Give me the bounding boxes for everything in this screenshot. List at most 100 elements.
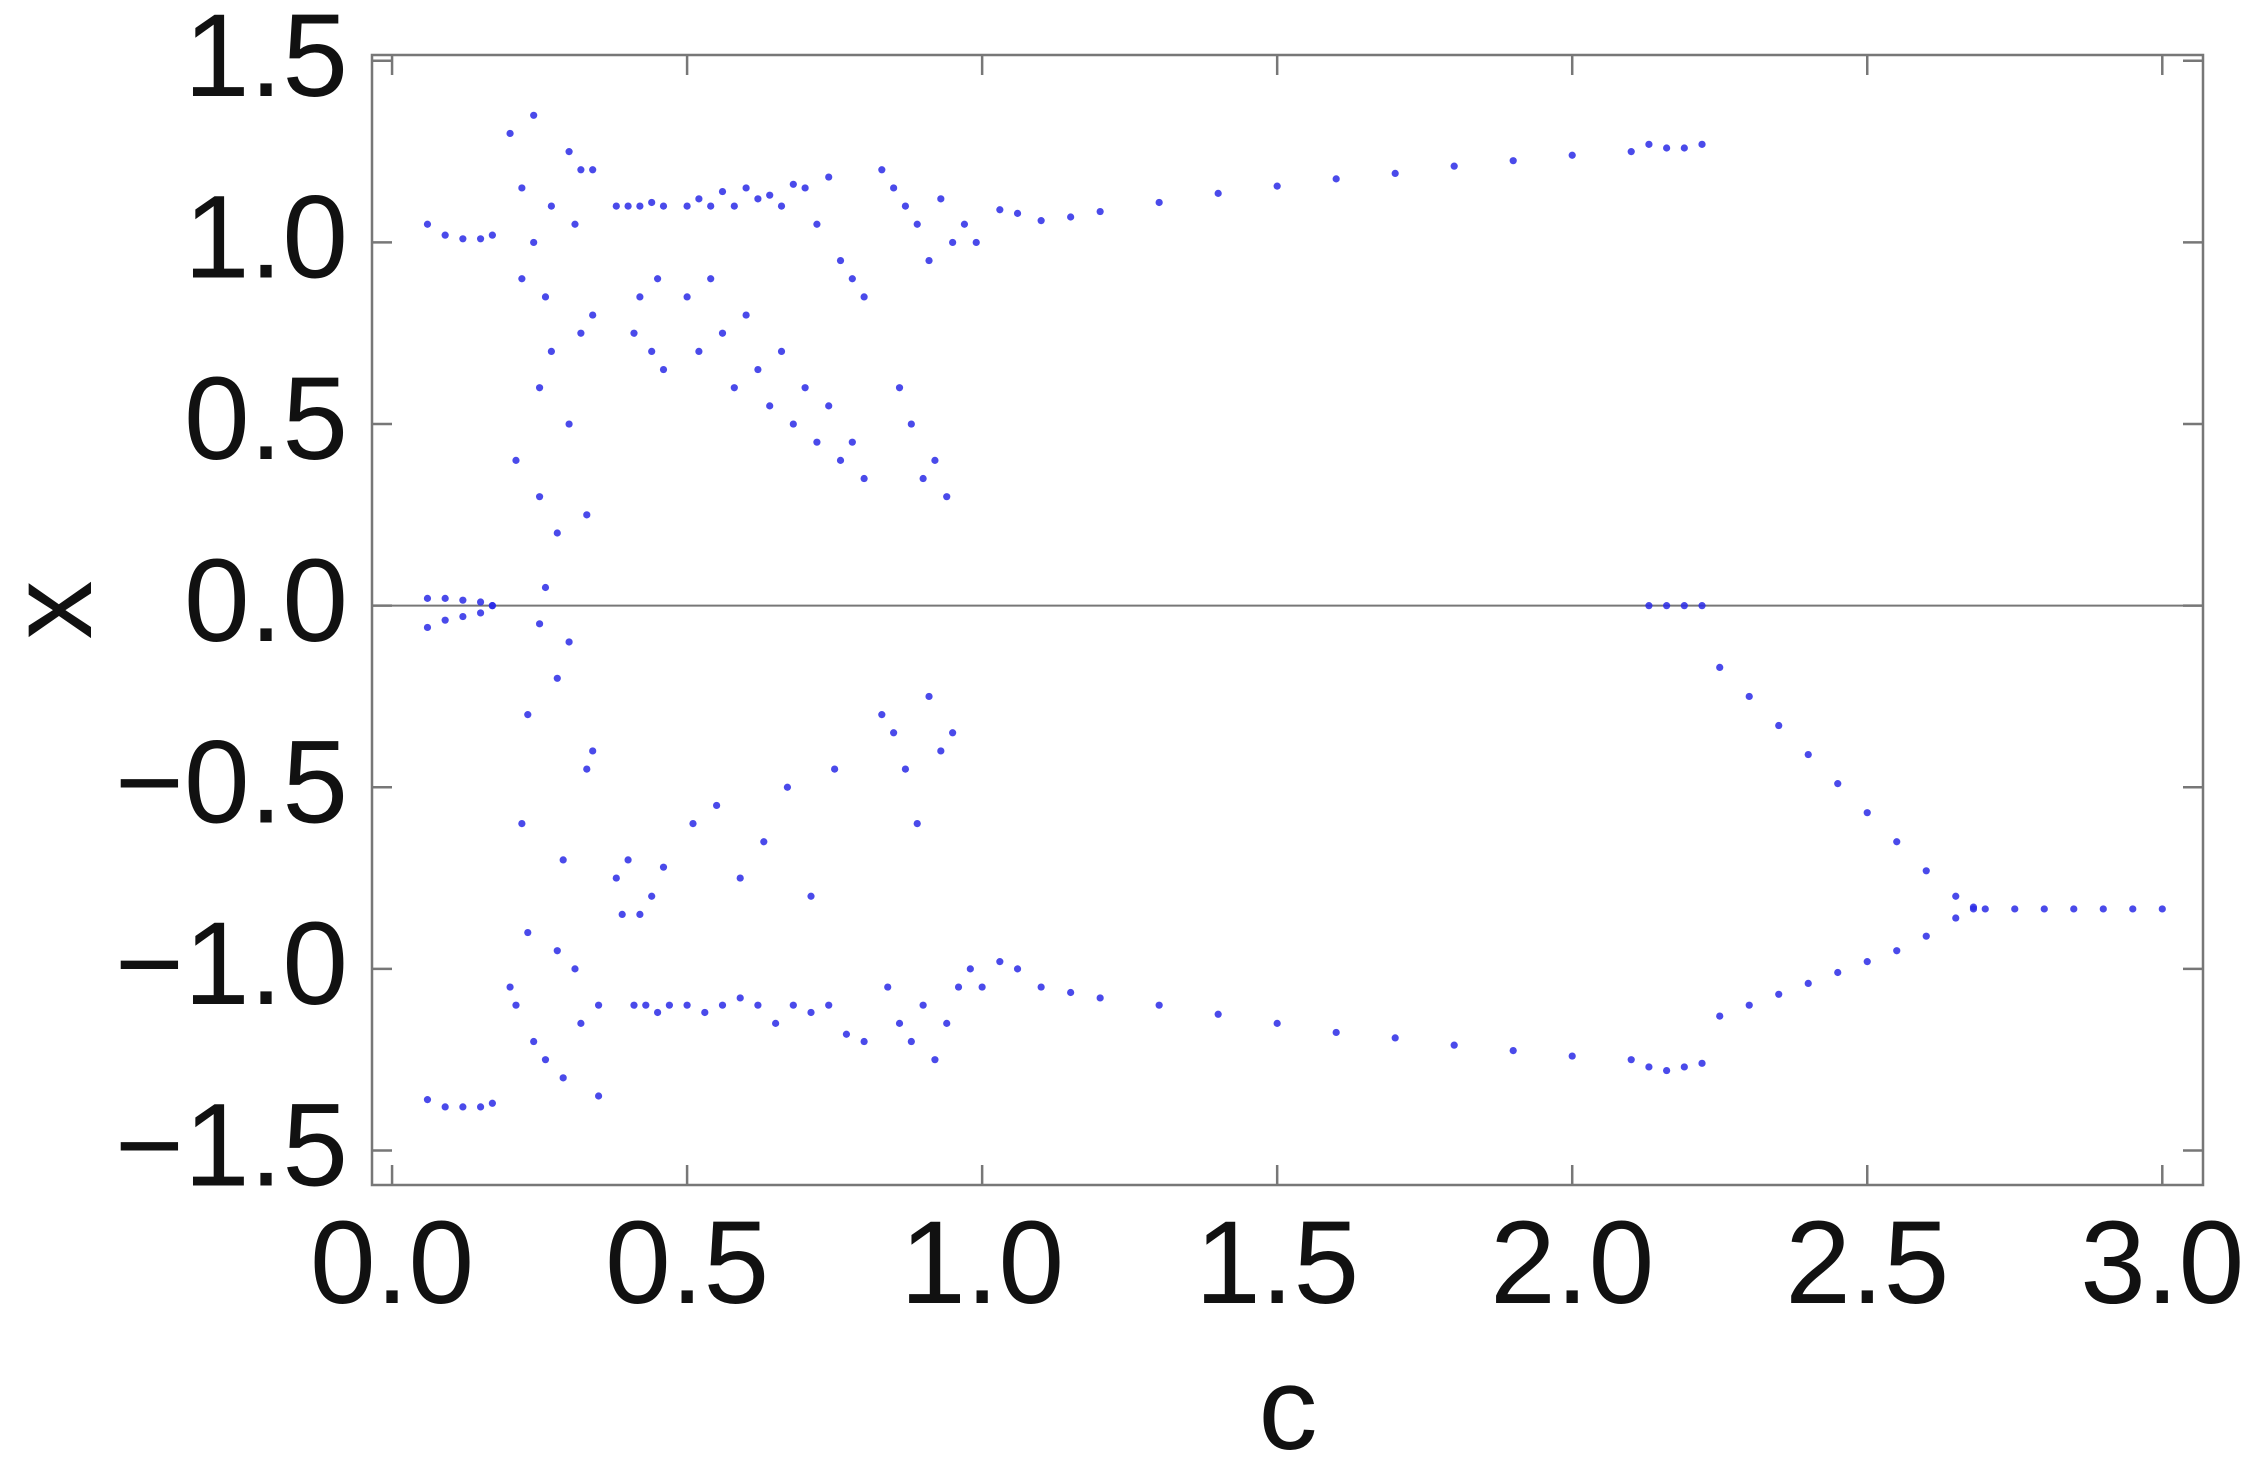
point — [1037, 983, 1045, 991]
point — [518, 275, 526, 283]
point — [1568, 151, 1576, 159]
point — [754, 1001, 762, 1009]
point — [742, 311, 750, 319]
x-tick-label: 1.0 — [900, 1197, 1064, 1329]
point — [878, 166, 886, 174]
point — [1096, 994, 1104, 1002]
point — [831, 765, 839, 773]
point — [730, 384, 738, 392]
point — [648, 198, 656, 207]
point — [1804, 979, 1812, 988]
point — [931, 1056, 939, 1064]
point — [777, 347, 786, 355]
point — [807, 1008, 815, 1017]
point — [960, 220, 969, 228]
point — [925, 256, 933, 265]
point — [1981, 905, 1989, 913]
point — [1332, 175, 1340, 183]
point — [925, 692, 933, 701]
point — [518, 819, 526, 828]
point — [518, 184, 526, 192]
point — [1663, 602, 1671, 610]
point — [890, 729, 898, 737]
point — [506, 983, 514, 991]
point — [541, 583, 550, 592]
point — [783, 783, 792, 791]
point — [1775, 721, 1783, 730]
point — [541, 293, 550, 301]
x-tick-label: 2.5 — [1785, 1197, 1949, 1329]
point — [949, 238, 957, 247]
point — [1893, 947, 1901, 955]
point — [553, 947, 561, 955]
point — [695, 347, 703, 355]
point — [1509, 157, 1517, 165]
point — [583, 765, 591, 773]
point — [512, 456, 520, 464]
point — [618, 910, 626, 918]
point — [1013, 209, 1022, 217]
point — [441, 231, 449, 239]
point — [476, 235, 485, 243]
point — [2158, 905, 2166, 913]
y-tick-label: 0.5 — [184, 353, 348, 485]
point — [612, 202, 620, 210]
point — [1745, 1001, 1753, 1009]
y-tick-label: 1.5 — [184, 0, 348, 122]
point — [695, 195, 703, 203]
point — [577, 1019, 585, 1027]
y-tick-label: 1.0 — [184, 172, 348, 304]
point — [913, 819, 921, 828]
point — [565, 148, 573, 156]
point — [848, 275, 856, 283]
point — [1627, 1056, 1635, 1064]
point — [1969, 905, 1978, 913]
point — [718, 329, 727, 337]
point — [476, 609, 485, 617]
point — [488, 231, 496, 239]
point — [530, 238, 538, 247]
point — [996, 958, 1004, 966]
point — [718, 187, 727, 196]
point — [1067, 213, 1075, 221]
point — [1680, 602, 1688, 610]
point — [707, 275, 715, 283]
point — [1663, 144, 1671, 152]
point — [553, 674, 561, 682]
point — [713, 801, 721, 810]
point — [766, 191, 774, 199]
x-tick-label: 3.0 — [2080, 1197, 2244, 1329]
point — [1680, 1063, 1688, 1071]
point — [1645, 602, 1653, 610]
point — [1155, 1001, 1163, 1009]
point — [836, 256, 845, 265]
point — [1834, 968, 1842, 977]
point — [1893, 838, 1901, 846]
point — [1568, 1052, 1576, 1060]
point — [1067, 988, 1075, 997]
point — [589, 747, 597, 755]
point — [476, 598, 485, 606]
point — [636, 910, 644, 918]
point — [624, 202, 632, 210]
point — [648, 347, 656, 355]
point — [943, 493, 951, 501]
point — [901, 202, 910, 210]
point — [2129, 905, 2137, 913]
point — [931, 456, 939, 464]
point — [842, 1030, 851, 1038]
point — [423, 1096, 432, 1104]
point — [589, 166, 597, 174]
point — [943, 1019, 951, 1027]
point — [754, 365, 762, 374]
point — [907, 1037, 915, 1046]
x-tick-label: 0.0 — [310, 1197, 474, 1329]
x-tick-label: 1.5 — [1195, 1197, 1359, 1329]
point — [907, 420, 915, 428]
point — [1663, 1066, 1671, 1075]
point — [1698, 140, 1706, 148]
y-tick-label: −1.0 — [115, 898, 348, 1030]
point — [506, 129, 514, 138]
point — [594, 1001, 603, 1009]
